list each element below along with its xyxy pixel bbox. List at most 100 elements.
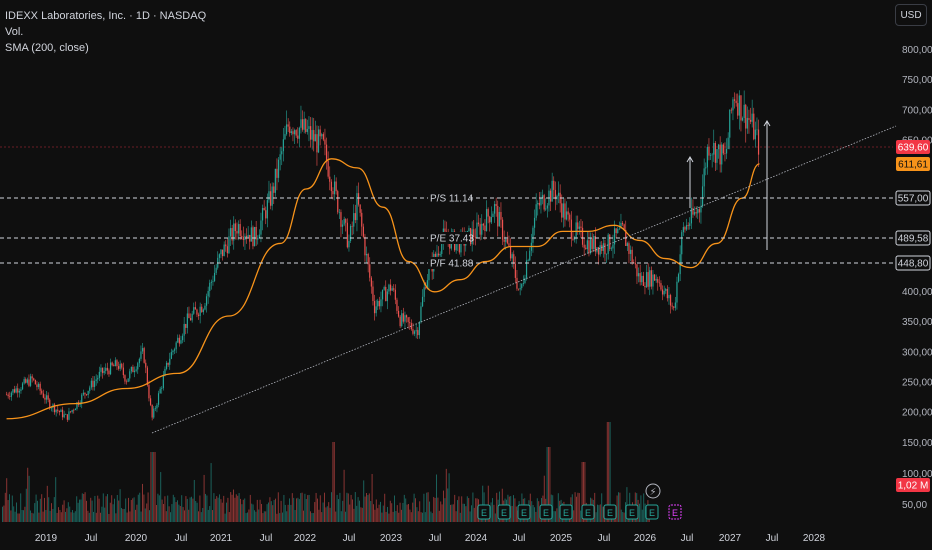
volume-bar: [426, 492, 428, 522]
candle-body: [474, 236, 476, 238]
volume-bar: [6, 478, 8, 522]
price-badges: 639,60 611,61 557,00 489,58 448,80 1,02 M: [895, 140, 931, 492]
x-tick-label: Jul: [681, 533, 694, 544]
candle-body: [156, 404, 158, 409]
volume-bar: [476, 498, 478, 522]
volume-bar: [395, 510, 397, 522]
upcoming-earnings-marker[interactable]: [668, 504, 682, 520]
candle-body: [721, 144, 723, 165]
volume-bar: [79, 499, 80, 522]
volume-bar: [95, 512, 97, 522]
candle-body: [498, 212, 500, 227]
earnings-markers: E E E E E E E E E E ⚡: [477, 483, 682, 520]
earnings-marker[interactable]: [497, 504, 511, 520]
candle-body: [269, 191, 272, 206]
candle-body: [186, 313, 188, 328]
y-tick-label: 150,00: [902, 438, 932, 449]
volume-bar: [340, 511, 342, 522]
candle-body: [279, 154, 281, 160]
candle-body: [10, 392, 12, 397]
candle-body: [87, 390, 89, 396]
volume-bar: [538, 501, 540, 522]
candle-body: [23, 379, 25, 384]
candle-body: [89, 387, 91, 391]
dividend-flash-icon[interactable]: [645, 483, 661, 499]
volume-bar: [210, 463, 212, 522]
candle-body: [711, 154, 713, 156]
y-tick-label: 750,00: [902, 75, 932, 86]
volume-bar: [552, 495, 554, 522]
volume-bar: [573, 510, 575, 522]
earnings-icon: E: [543, 508, 549, 518]
candle-body: [125, 381, 128, 383]
candle-body: [553, 180, 555, 190]
volume-bar: [98, 498, 100, 522]
candle-body: [575, 222, 577, 238]
candle-body: [540, 198, 542, 206]
candle-body: [660, 283, 662, 290]
candle-body: [108, 370, 110, 375]
candle-body: [490, 217, 492, 223]
candle-body: [130, 366, 132, 372]
level-badge-text: 448,80: [898, 259, 929, 270]
volume-bar: [188, 509, 190, 522]
volume-indicator-label[interactable]: Vol.: [5, 26, 24, 38]
currency-button[interactable]: USD: [895, 4, 927, 26]
candle-body: [365, 254, 368, 256]
volume-bar: [391, 503, 393, 522]
volume-bar: [77, 502, 79, 522]
candle-body: [495, 204, 497, 206]
volume-bar: [494, 513, 496, 522]
volume-badge: [896, 478, 930, 492]
candle-body: [15, 388, 17, 393]
candle-body: [151, 404, 153, 418]
candle-body: [439, 253, 441, 256]
volume-bar: [202, 507, 204, 522]
earnings-marker[interactable]: [625, 504, 639, 520]
earnings-marker[interactable]: [581, 504, 595, 520]
earnings-marker[interactable]: [517, 504, 531, 520]
candle-body: [194, 307, 196, 310]
volume-bar: [574, 492, 576, 522]
candle-body: [287, 124, 289, 127]
earnings-marker[interactable]: [559, 504, 573, 520]
volume-bar: [315, 492, 317, 522]
target-arrow-head: [763, 120, 771, 127]
candle-body: [506, 239, 508, 244]
candle-body: [271, 186, 273, 206]
candle-body: [162, 375, 164, 389]
volume-bar: [616, 495, 618, 522]
volume-bar: [198, 511, 199, 522]
candle-body: [21, 383, 24, 390]
candle-body: [399, 316, 401, 327]
candle-body: [644, 285, 646, 288]
earnings-marker[interactable]: [539, 504, 553, 520]
candle-body: [420, 306, 422, 323]
volume-bar: [242, 499, 244, 522]
candle-body: [170, 352, 172, 359]
candle-body: [317, 129, 320, 153]
candle-body: [537, 202, 539, 205]
candle-body: [311, 130, 313, 140]
volume-bar: [230, 492, 232, 522]
candle-body: [202, 309, 204, 313]
volume-bar: [360, 507, 362, 522]
earnings-marker[interactable]: [477, 504, 491, 520]
volume-bar: [609, 422, 611, 522]
symbol-title[interactable]: IDEXX Laboratories, Inc. · 1D · NASDAQ: [5, 10, 207, 22]
sma-indicator-label[interactable]: SMA (200, close): [5, 42, 89, 54]
volume-bar: [644, 503, 646, 522]
earnings-marker[interactable]: [603, 504, 617, 520]
volume-bar: [444, 498, 446, 522]
volume-bar: [146, 503, 148, 522]
volume-bar: [350, 494, 352, 522]
candle-body: [477, 222, 480, 225]
earnings-marker[interactable]: [645, 504, 659, 520]
x-tick-label: 2021: [210, 533, 233, 544]
volume-bar: [200, 512, 202, 522]
candle-body: [661, 289, 664, 295]
volume-bar: [447, 488, 449, 522]
level-label-bg: [428, 192, 470, 204]
candle-body: [708, 146, 710, 156]
